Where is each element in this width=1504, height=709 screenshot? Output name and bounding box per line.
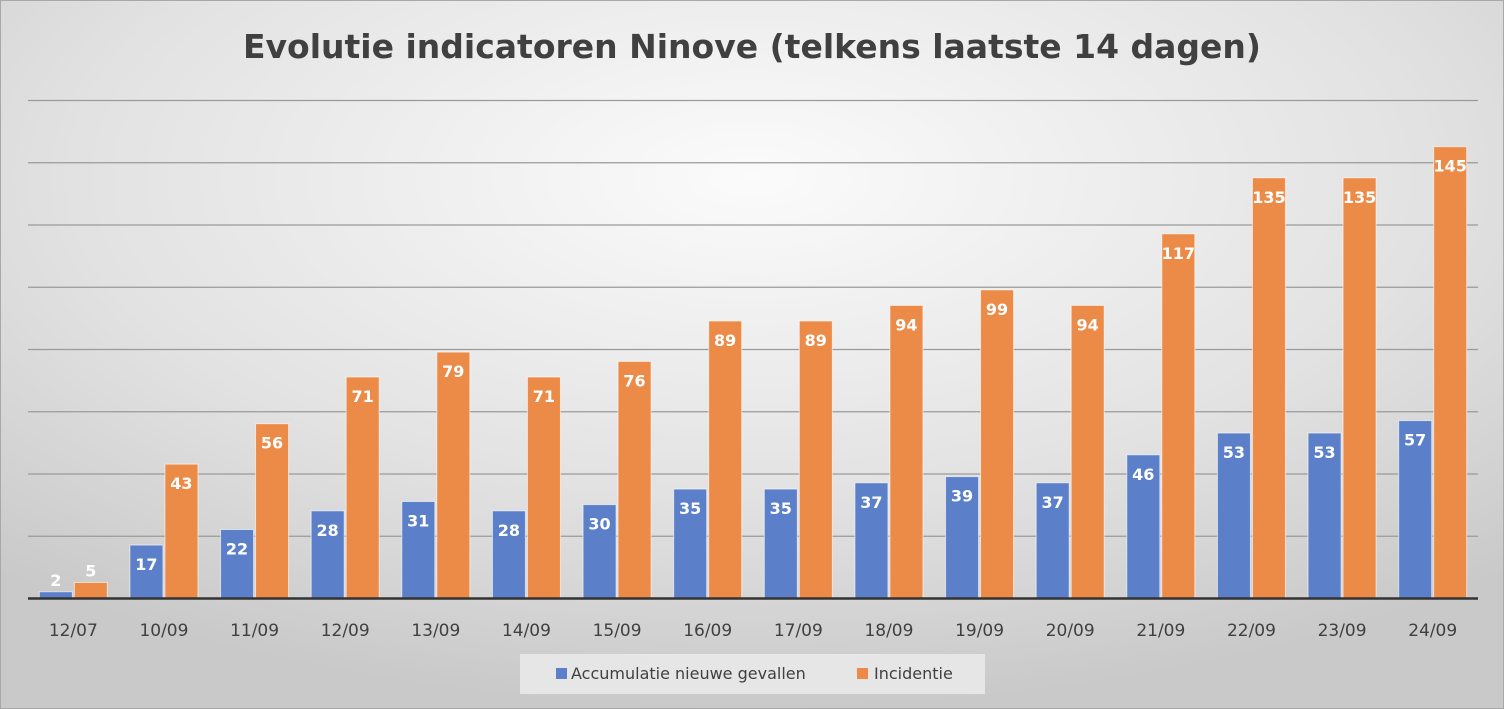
bar-incidentie xyxy=(1161,233,1196,599)
data-label: 145 xyxy=(1433,157,1466,176)
data-label: 135 xyxy=(1252,188,1285,207)
data-label: 37 xyxy=(860,493,882,512)
data-label: 89 xyxy=(805,331,827,350)
x-tick-label: 16/09 xyxy=(683,621,732,641)
x-tick-label: 24/09 xyxy=(1408,621,1457,641)
data-label: 43 xyxy=(170,474,192,493)
data-label: 99 xyxy=(986,300,1008,319)
bar-accumulatie xyxy=(673,488,708,599)
data-label: 22 xyxy=(226,540,248,559)
bar-incidentie xyxy=(436,351,471,599)
data-label: 94 xyxy=(895,315,917,334)
data-label: 117 xyxy=(1162,244,1195,263)
bar-incidentie xyxy=(164,463,199,599)
data-label: 37 xyxy=(1042,493,1064,512)
data-label: 5 xyxy=(85,561,96,580)
data-label: 46 xyxy=(1132,465,1154,484)
x-tick-label: 13/09 xyxy=(411,621,460,641)
data-label: 79 xyxy=(442,362,464,381)
legend-swatch-incidentie xyxy=(857,668,868,679)
legend-box xyxy=(520,654,985,694)
x-tick-label: 12/09 xyxy=(321,621,370,641)
data-label: 35 xyxy=(679,499,701,518)
x-tick-label: 18/09 xyxy=(864,621,913,641)
bar-accumulatie xyxy=(854,482,889,599)
bar-incidentie xyxy=(1433,146,1468,599)
bar-incidentie xyxy=(889,304,924,599)
bar-accumulatie xyxy=(763,488,798,599)
bar-incidentie xyxy=(255,423,290,599)
bar-accumulatie xyxy=(38,591,73,599)
data-label: 71 xyxy=(352,387,374,406)
data-label: 53 xyxy=(1223,443,1245,462)
bar-incidentie xyxy=(345,376,380,599)
data-label: 17 xyxy=(135,555,157,574)
x-tick-label: 19/09 xyxy=(955,621,1004,641)
data-label: 39 xyxy=(951,487,973,506)
legend-label-incidentie: Incidentie xyxy=(874,664,953,683)
bar-accumulatie xyxy=(1126,454,1161,599)
data-label: 53 xyxy=(1313,443,1335,462)
x-axis-ticks: 12/07 10/09 11/09 12/09 13/09 14/09 15/09 16/09… xyxy=(49,621,1457,641)
data-label: 135 xyxy=(1343,188,1376,207)
x-tick-label: 14/09 xyxy=(502,621,551,641)
x-tick-label: 11/09 xyxy=(230,621,279,641)
bar-incidentie xyxy=(1342,177,1377,599)
x-tick-label: 12/07 xyxy=(49,621,98,641)
x-tick-label: 23/09 xyxy=(1318,621,1367,641)
bar-incidentie xyxy=(617,360,652,599)
data-label: 94 xyxy=(1077,315,1099,334)
legend-label-accumulatie: Accumulatie nieuwe gevallen xyxy=(571,664,806,683)
bar-accumulatie xyxy=(945,476,980,599)
data-label: 2 xyxy=(50,571,61,590)
data-label: 76 xyxy=(623,371,645,390)
bar-accumulatie xyxy=(401,501,436,599)
x-tick-label: 15/09 xyxy=(593,621,642,641)
bar-incidentie xyxy=(980,289,1015,599)
data-label: 35 xyxy=(770,499,792,518)
bar-incidentie xyxy=(708,320,743,599)
x-tick-label: 17/09 xyxy=(774,621,823,641)
bar-accumulatie xyxy=(582,504,617,599)
bar-incidentie xyxy=(1251,177,1286,599)
data-label: 56 xyxy=(261,434,283,453)
bar-incidentie xyxy=(73,581,108,599)
bar-incidentie xyxy=(526,376,561,599)
data-label: 71 xyxy=(533,387,555,406)
bar-accumulatie xyxy=(220,529,255,599)
data-label: 89 xyxy=(714,331,736,350)
x-tick-label: 20/09 xyxy=(1046,621,1095,641)
legend: Accumulatie nieuwe gevallen Incidentie xyxy=(520,654,985,694)
data-label: 30 xyxy=(588,515,610,534)
data-label: 28 xyxy=(498,521,520,540)
data-label: 57 xyxy=(1404,431,1426,450)
legend-swatch-accumulatie xyxy=(556,668,567,679)
x-tick-label: 10/09 xyxy=(139,621,188,641)
bar-incidentie xyxy=(1070,304,1105,599)
bar-accumulatie xyxy=(491,510,526,599)
x-tick-label: 21/09 xyxy=(1136,621,1185,641)
data-label: 28 xyxy=(317,521,339,540)
bar-accumulatie xyxy=(1216,432,1251,599)
chart-title: Evolutie indicatoren Ninove (telkens laa… xyxy=(243,27,1261,66)
bar-incidentie xyxy=(798,320,833,599)
x-tick-label: 22/09 xyxy=(1227,621,1276,641)
data-label: 31 xyxy=(407,512,429,531)
